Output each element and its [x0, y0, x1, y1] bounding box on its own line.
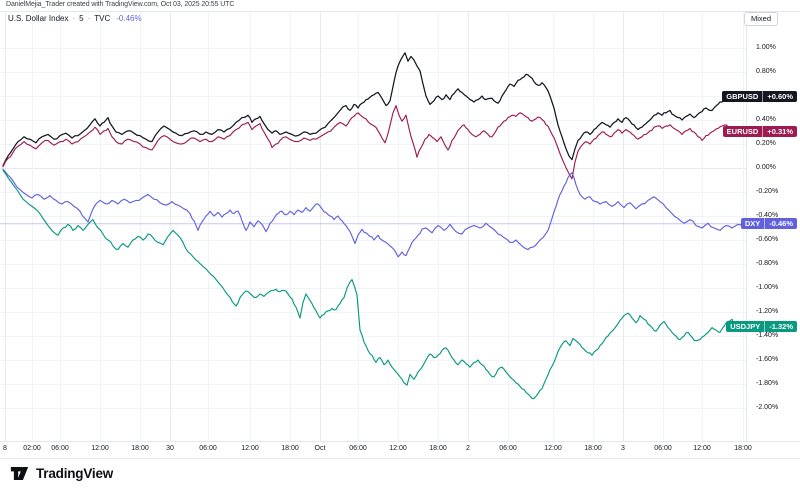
price-tick-label: -0.40%	[756, 212, 779, 219]
symbol-exchange[interactable]: TVC	[94, 14, 111, 23]
time-tick-label: 18:00	[734, 445, 752, 452]
time-tick-label: 06:00	[654, 445, 672, 452]
series-badge-eurusd: EURUSD +0.31%	[722, 125, 797, 137]
legend-separator: ·	[72, 14, 76, 23]
time-tick-label: 3	[621, 445, 625, 452]
chart-canvas[interactable]	[0, 0, 800, 460]
tradingview-logo-icon[interactable]	[10, 466, 29, 481]
series-badge-name: DXY	[744, 219, 761, 229]
time-tick-label: 18:00	[584, 445, 602, 452]
time-tick-label: 12:00	[389, 445, 407, 452]
symbol-legend[interactable]: U.S. Dollar Index · 5 · TVC -0.46%	[8, 14, 142, 23]
time-tick-label: 18:00	[429, 445, 447, 452]
footer-bar: TradingView	[0, 459, 800, 488]
price-tick-label: -0.80%	[756, 260, 779, 267]
series-badge-gbpusd: GBPUSD +0.60%	[722, 91, 797, 102]
price-tick-label: 0.40%	[756, 116, 776, 123]
symbol-change: -0.46%	[116, 14, 142, 23]
series-line-eurusd	[2, 105, 746, 180]
time-tick-label: 12:00	[544, 445, 562, 452]
time-tick-label: 06:00	[199, 445, 217, 452]
time-tick-label: 2	[466, 445, 470, 452]
price-tick-label: 0.00%	[756, 164, 776, 171]
price-tick-label: -1.80%	[756, 380, 779, 387]
time-tick-label: 18:00	[281, 445, 299, 452]
series-line-gbpusd	[2, 52, 746, 167]
brand-wordmark[interactable]: TradingView	[36, 466, 114, 481]
price-tick-label: -1.00%	[756, 284, 779, 291]
series-badge-name: GBPUSD	[726, 92, 759, 101]
series-badge-name: EURUSD	[726, 126, 759, 136]
legend-separator: ·	[87, 14, 91, 23]
time-tick-label: 06:00	[51, 445, 69, 452]
price-tick-label: -0.20%	[756, 188, 779, 195]
time-tick-label: 12:00	[241, 445, 259, 452]
price-tick-label: -1.60%	[756, 356, 779, 363]
time-tick-label: 06:00	[499, 445, 517, 452]
price-tick-label: -1.40%	[756, 332, 779, 339]
time-tick-label: 30	[166, 445, 174, 452]
price-tick-label: -1.20%	[756, 308, 779, 315]
time-tick-label: 02:00	[23, 445, 41, 452]
symbol-interval[interactable]: 5	[79, 14, 84, 23]
series-badge-usdjpy: USDJPY -1.32%	[726, 321, 797, 333]
price-tick-label: -2.00%	[756, 404, 779, 411]
price-tick-label: 0.80%	[756, 68, 776, 75]
time-tick-label: 18:00	[131, 445, 149, 452]
time-tick-label: Oct	[314, 445, 326, 452]
attribution-text: DanielMejia_Trader created with TradingV…	[6, 1, 235, 8]
time-tick-label: 12:00	[91, 445, 109, 452]
series-badge-dxy: DXY -0.46%	[740, 218, 797, 230]
time-tick-label: 8	[3, 445, 7, 452]
price-tick-label: -0.60%	[756, 236, 779, 243]
time-tick-label: 06:00	[349, 445, 367, 452]
time-tick-label: 12:00	[693, 445, 711, 452]
series-badge-name: USDJPY	[730, 322, 761, 332]
series-line-dxy	[2, 168, 746, 258]
series-badge-change: +0.31%	[762, 125, 797, 137]
series-badge-change: +0.60%	[762, 91, 797, 102]
price-tick-label: 0.20%	[756, 140, 776, 147]
series-badge-change: -0.46%	[764, 218, 797, 230]
market-status-badge[interactable]: Mixed	[743, 12, 778, 26]
series-badge-change: -1.32%	[764, 321, 797, 333]
symbol-title[interactable]: U.S. Dollar Index	[8, 14, 69, 23]
series-line-usdjpy	[2, 169, 746, 400]
price-tick-label: 1.00%	[756, 44, 776, 51]
